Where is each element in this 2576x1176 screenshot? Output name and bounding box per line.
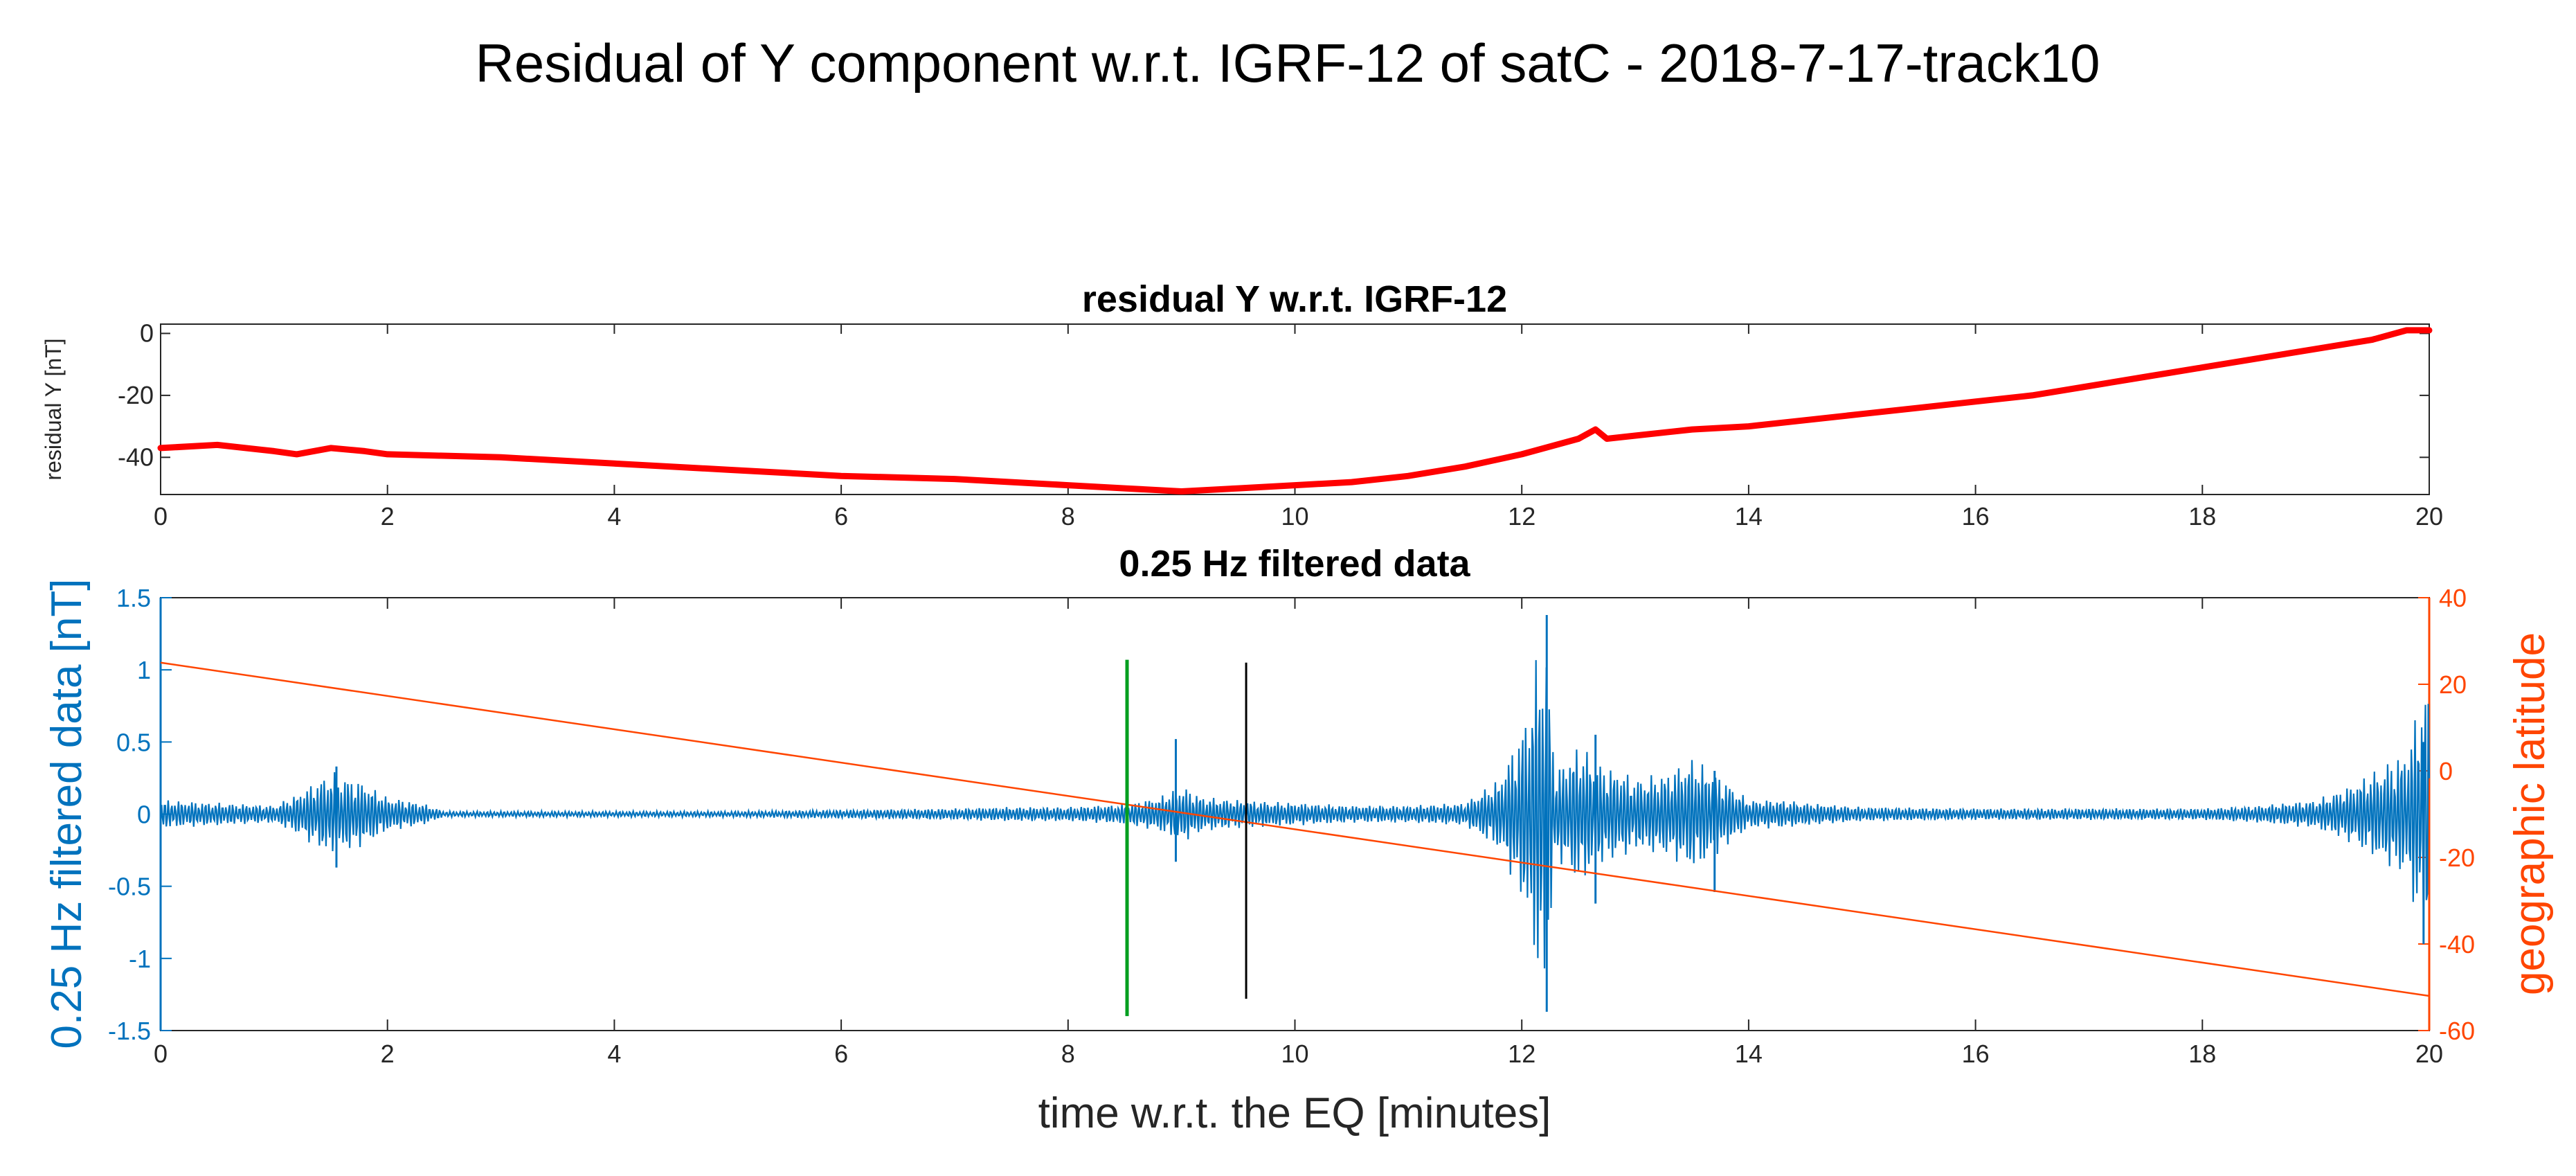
filtered-ytick-label: 1 [137,656,151,684]
residual-plot-frame [160,323,2430,495]
filtered-xtick-label: 12 [1508,1040,1535,1068]
latitude-ytick-label: 40 [2439,584,2467,612]
filtered-ytick-label: 1.5 [116,584,151,612]
residual-xtick-label: 8 [1061,502,1075,531]
filtered-ytick-label: -0.5 [108,873,151,901]
filtered-xtick-label: 18 [2188,1040,2216,1068]
residual-plot-ticks: 0 2 4 6 8 10 12 14 16 18 20 0 -20 -40 [118,319,2443,531]
filtered-plot-ylabel-right: geographic latitude [2506,632,2554,995]
filtered-series-line [159,660,2431,969]
filtered-plot-ticks: 0 2 4 6 8 10 12 14 16 18 20 1.5 1 0.5 0 -0.5 -1 -1.5 40 20 0… [108,584,2475,1068]
residual-xtick-label: 12 [1508,502,1535,531]
residual-xtick-label: 18 [2188,502,2216,531]
filtered-plot-series [159,615,2431,1017]
latitude-ytick-label: -40 [2439,930,2475,959]
filtered-xtick-label: 14 [1735,1040,1763,1068]
latitude-series-line [160,661,2430,997]
residual-xtick-label: 14 [1735,502,1763,531]
filtered-xtick-label: 10 [1281,1040,1308,1068]
latitude-ytick-label: 20 [2439,670,2467,699]
residual-plot-ylabel: residual Y [nT] [41,338,66,480]
residual-series-line [157,327,2433,495]
filtered-xtick-label: 6 [834,1040,848,1068]
residual-ytick-label: -20 [118,381,154,409]
residual-xtick-label: 10 [1281,502,1308,531]
residual-xtick-label: 20 [2415,502,2443,531]
residual-xtick-label: 2 [381,502,395,531]
filtered-ytick-label: 0 [137,801,151,829]
residual-xtick-label: 6 [834,502,848,531]
residual-plot: residual Y w.r.t. IGRF-12 residual Y [nT… [41,278,2443,531]
residual-xtick-label: 4 [607,502,621,531]
residual-plot-series [157,327,2433,495]
filtered-plot-xlabel: time w.r.t. the EQ [minutes] [1038,1089,1551,1137]
filtered-xtick-label: 4 [607,1040,621,1068]
filtered-plot-ylabel: 0.25 Hz filtered data [nT] [43,579,91,1049]
filtered-xtick-label: 8 [1061,1040,1075,1068]
residual-xtick-label: 16 [1962,502,1990,531]
filtered-xtick-label: 0 [154,1040,168,1068]
latitude-ytick-label: -20 [2439,844,2475,872]
residual-plot-title: residual Y w.r.t. IGRF-12 [1082,278,1507,320]
filtered-xtick-label: 16 [1962,1040,1990,1068]
filtered-xtick-label: 2 [381,1040,395,1068]
figure-suptitle: Residual of Y component w.r.t. IGRF-12 o… [476,33,2100,93]
residual-xtick-label: 0 [154,502,168,531]
residual-ytick-label: 0 [140,319,154,347]
filtered-xtick-label: 20 [2415,1040,2443,1068]
filtered-ytick-label: -1.5 [108,1017,151,1045]
residual-ytick-label: -40 [118,443,154,471]
filtered-plot-title: 0.25 Hz filtered data [1119,543,1470,585]
latitude-ytick-label: -60 [2439,1017,2475,1045]
latitude-ytick-label: 0 [2439,757,2453,785]
filtered-ytick-label: 0.5 [116,728,151,756]
filtered-ytick-label: -1 [129,945,151,973]
filtered-plot: 0.25 Hz filtered data 0.25 Hz filtered d… [43,543,2554,1137]
